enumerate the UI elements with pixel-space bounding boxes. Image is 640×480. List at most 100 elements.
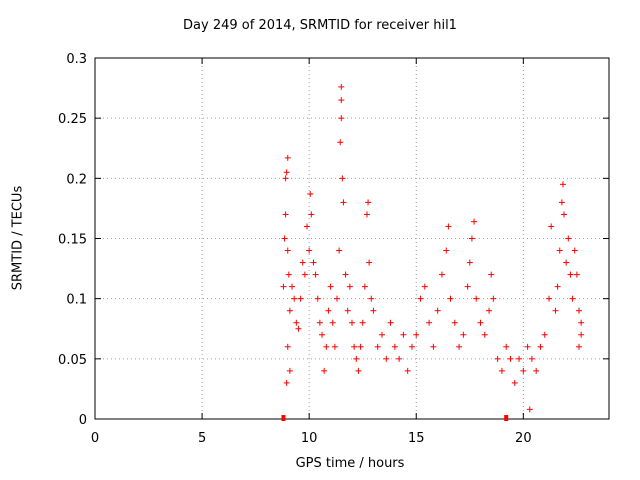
data-point	[280, 283, 287, 290]
data-point	[285, 271, 292, 278]
axis-marker	[281, 415, 286, 421]
data-point	[323, 343, 330, 350]
data-point	[391, 343, 398, 350]
data-point	[283, 379, 290, 386]
y-tick-label: 0.3	[66, 52, 87, 67]
data-point	[338, 115, 345, 122]
data-point	[368, 295, 375, 302]
data-point	[366, 259, 373, 266]
data-point	[520, 367, 527, 374]
data-point	[396, 355, 403, 362]
data-point	[304, 223, 311, 230]
data-point	[337, 139, 344, 146]
data-point	[417, 295, 424, 302]
data-point	[297, 295, 304, 302]
data-point	[516, 355, 523, 362]
data-point	[548, 223, 555, 230]
data-point	[308, 211, 315, 218]
data-point	[524, 343, 531, 350]
y-tick-label: 0.25	[58, 112, 87, 127]
x-axis-label: GPS time / hours	[295, 456, 405, 471]
x-tick-label: 15	[408, 431, 425, 446]
data-point	[443, 247, 450, 254]
data-point	[361, 283, 368, 290]
data-point	[306, 247, 313, 254]
data-point	[477, 319, 484, 326]
data-point	[349, 319, 355, 326]
data-point	[438, 271, 445, 278]
data-point	[336, 247, 343, 254]
y-tick-label: 0	[79, 413, 87, 428]
data-point	[554, 283, 561, 290]
data-point	[340, 199, 347, 206]
data-point	[295, 325, 302, 332]
data-point	[281, 235, 288, 242]
data-point	[293, 319, 300, 326]
data-point	[365, 199, 372, 206]
y-tick-label: 0.05	[58, 353, 87, 368]
data-point	[286, 367, 293, 374]
data-point	[507, 355, 514, 362]
data-point	[363, 211, 370, 218]
data-point	[511, 379, 518, 386]
data-point	[282, 211, 289, 218]
data-point	[556, 247, 563, 254]
data-point	[338, 97, 345, 104]
data-point	[355, 367, 362, 374]
x-tick-label: 5	[198, 431, 206, 446]
data-point	[334, 295, 341, 302]
data-point	[464, 283, 471, 290]
data-point	[528, 355, 535, 362]
data-point	[342, 271, 349, 278]
data-point	[456, 343, 463, 350]
data-point	[284, 343, 291, 350]
data-point	[578, 319, 585, 326]
data-point	[413, 331, 420, 338]
data-point	[569, 295, 576, 302]
data-point	[357, 343, 364, 350]
data-point	[571, 247, 578, 254]
data-point	[310, 259, 317, 266]
data-point	[383, 355, 390, 362]
data-point	[404, 367, 411, 374]
data-point	[546, 295, 553, 302]
data-point	[565, 235, 572, 242]
data-point	[408, 343, 415, 350]
y-tick-label: 0.15	[58, 233, 87, 248]
data-point	[488, 271, 495, 278]
data-point	[286, 307, 293, 314]
data-point	[541, 331, 548, 338]
x-tick-label: 0	[91, 431, 99, 446]
data-point	[426, 319, 433, 326]
data-point	[312, 271, 319, 278]
chart-title: Day 249 of 2014, SRMTID for receiver hil…	[183, 18, 457, 33]
data-point	[447, 295, 454, 302]
data-point	[481, 331, 488, 338]
data-point	[494, 355, 501, 362]
data-point	[573, 271, 580, 278]
data-point	[353, 355, 360, 362]
data-point	[486, 307, 493, 314]
data-point	[331, 343, 338, 350]
data-point	[400, 331, 407, 338]
data-point	[284, 154, 291, 161]
data-point	[561, 211, 568, 218]
data-point	[434, 307, 441, 314]
data-point	[359, 319, 366, 326]
y-tick-label: 0.1	[66, 293, 87, 308]
data-point	[466, 259, 473, 266]
data-point	[370, 307, 377, 314]
data-point	[325, 307, 332, 314]
data-point	[283, 169, 290, 176]
data-point	[451, 319, 458, 326]
data-point	[445, 223, 452, 230]
data-point	[321, 367, 328, 374]
data-point	[284, 247, 291, 254]
data-point	[473, 295, 480, 302]
data-point	[346, 283, 353, 290]
data-point	[338, 83, 345, 90]
data-point	[576, 307, 583, 314]
data-point	[468, 235, 475, 242]
x-tick-label: 20	[515, 431, 532, 446]
data-point	[351, 343, 358, 350]
